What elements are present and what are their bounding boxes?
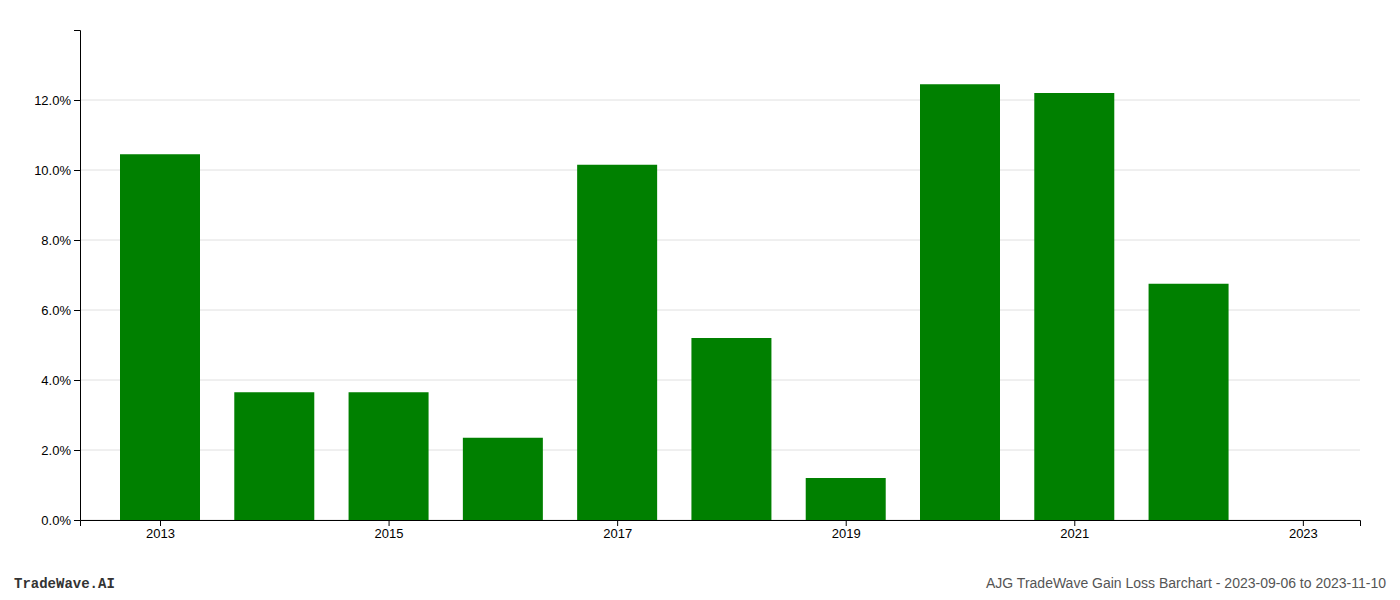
x-tick: 2015 — [375, 520, 404, 541]
bar — [463, 438, 543, 520]
x-tick-label: 2015 — [375, 526, 404, 541]
bar — [920, 84, 1000, 520]
y-tick-label: 12.0% — [34, 93, 71, 108]
y-axis-line — [74, 31, 81, 521]
grid-line — [80, 170, 1360, 171]
x-tick-mark — [1303, 520, 1304, 526]
chart-svg: 2013 2015 2017 2019 2021 2023 0.0% 2.0% 4.0% 6.0%… — [0, 0, 1400, 600]
bar — [577, 165, 657, 520]
bar — [806, 478, 886, 520]
x-axis-line — [81, 521, 1361, 527]
footer-left: TradeWave.AI — [14, 576, 115, 592]
y-tick-label: 8.0% — [41, 233, 71, 248]
x-tick: 2023 — [1289, 520, 1318, 541]
x-tick-label: 2019 — [832, 526, 861, 541]
y-tick-mark — [74, 240, 80, 241]
y-tick: 4.0% — [41, 373, 80, 388]
y-axis: 0.0% 2.0% 4.0% 6.0% 8.0% 10.0% 12.0% — [34, 31, 80, 528]
y-tick-mark — [74, 450, 80, 451]
y-tick: 8.0% — [41, 233, 80, 248]
x-tick: 2019 — [832, 520, 861, 541]
y-tick: 12.0% — [34, 93, 80, 108]
bar — [1034, 93, 1114, 520]
x-tick-label: 2017 — [603, 526, 632, 541]
y-tick-label: 10.0% — [34, 163, 71, 178]
y-tick-label: 4.0% — [41, 373, 71, 388]
x-tick-mark — [1074, 520, 1075, 526]
bars — [120, 84, 1229, 520]
y-tick-mark — [74, 520, 80, 521]
chart-container: 2013 2015 2017 2019 2021 2023 0.0% 2.0% 4.0% 6.0%… — [0, 0, 1400, 600]
grid-line — [80, 100, 1360, 101]
grid — [80, 100, 1360, 520]
y-tick: 0.0% — [41, 513, 80, 528]
y-tick-mark — [74, 100, 80, 101]
x-tick-label: 2023 — [1289, 526, 1318, 541]
y-tick-label: 6.0% — [41, 303, 71, 318]
y-tick-mark — [74, 310, 80, 311]
x-axis: 2013 2015 2017 2019 2021 2023 — [81, 520, 1361, 541]
plot-area: 2013 2015 2017 2019 2021 2023 0.0% 2.0% 4.0% 6.0%… — [34, 31, 1360, 542]
x-tick: 2017 — [603, 520, 632, 541]
y-tick: 10.0% — [34, 163, 80, 178]
y-tick: 6.0% — [41, 303, 80, 318]
x-tick-label: 2021 — [1060, 526, 1089, 541]
y-tick: 2.0% — [41, 443, 80, 458]
y-tick-label: 2.0% — [41, 443, 71, 458]
grid-line — [80, 240, 1360, 241]
y-tick-mark — [74, 170, 80, 171]
x-tick-mark — [617, 520, 618, 526]
footer: TradeWave.AI AJG TradeWave Gain Loss Barc… — [14, 575, 1386, 592]
bar — [234, 392, 314, 520]
footer-right: AJG TradeWave Gain Loss Barchart - 2023-… — [986, 575, 1386, 591]
y-tick-mark — [74, 380, 80, 381]
x-tick-mark — [389, 520, 390, 526]
x-tick-label: 2013 — [146, 526, 175, 541]
x-tick-mark — [160, 520, 161, 526]
y-tick-label: 0.0% — [41, 513, 71, 528]
bar — [691, 338, 771, 520]
bar — [1149, 284, 1229, 520]
bar — [349, 392, 429, 520]
x-tick: 2021 — [1060, 520, 1089, 541]
x-tick: 2013 — [146, 520, 175, 541]
bar — [120, 154, 200, 520]
x-tick-mark — [846, 520, 847, 526]
